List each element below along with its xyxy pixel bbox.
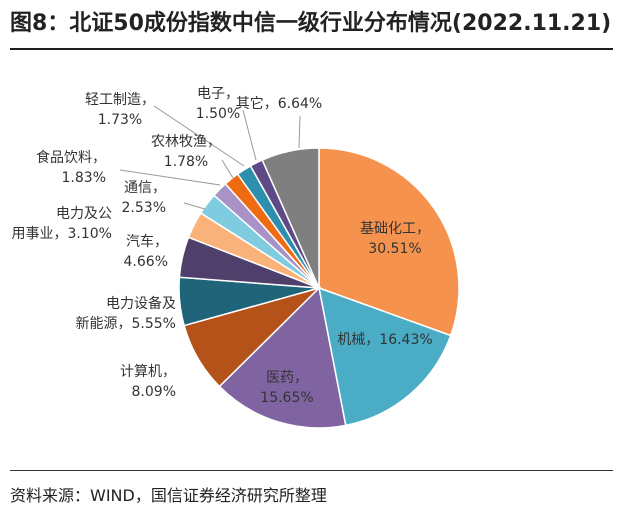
slice-label-13: 其它，6.64% bbox=[236, 95, 322, 112]
slice-label-4: 计算机， 8.09% bbox=[120, 364, 176, 400]
leader-line-12 bbox=[242, 109, 257, 161]
slice-label-5: 电力设备及新能源，5.55% bbox=[76, 295, 176, 332]
slice-label-8: 通信， 2.53% bbox=[122, 180, 166, 216]
slice-label-9: 食品饮料， 1.83% bbox=[36, 149, 106, 186]
slice-label-11: 轻工制造， 1.73% bbox=[85, 92, 155, 128]
leader-line-11 bbox=[153, 105, 245, 167]
pie-slice-2 bbox=[318, 286, 452, 427]
slice-label-1: 基础化工， 30.51% bbox=[360, 220, 430, 257]
slice-label-3: 医药， 15.65% bbox=[260, 370, 313, 406]
leader-line-13 bbox=[298, 115, 301, 149]
slice-label-10: 农林牧渔， 1.78% bbox=[151, 134, 221, 170]
source-rule bbox=[10, 470, 613, 471]
slice-label-6: 汽车， 4.66% bbox=[124, 233, 168, 270]
title-rule bbox=[10, 48, 613, 50]
leader-line-10 bbox=[221, 159, 234, 179]
leader-line-8 bbox=[183, 202, 206, 210]
pie-slice-13 bbox=[261, 147, 320, 289]
chart-title: 图8：北证50成份指数中信一级行业分布情况(2022.11.21) bbox=[10, 11, 612, 36]
pie-slice-3 bbox=[218, 286, 347, 429]
source-note: 资料来源：WIND，国信证券经济研究所整理 bbox=[10, 486, 327, 505]
slice-label-2: 机械，16.43% bbox=[337, 332, 432, 348]
slice-label-12: 电子， 1.50% bbox=[196, 86, 240, 122]
leader-line-9 bbox=[119, 169, 221, 186]
slice-label-7: 电力及公用事业，3.10% bbox=[12, 206, 112, 242]
pie-slice-1 bbox=[318, 147, 460, 337]
